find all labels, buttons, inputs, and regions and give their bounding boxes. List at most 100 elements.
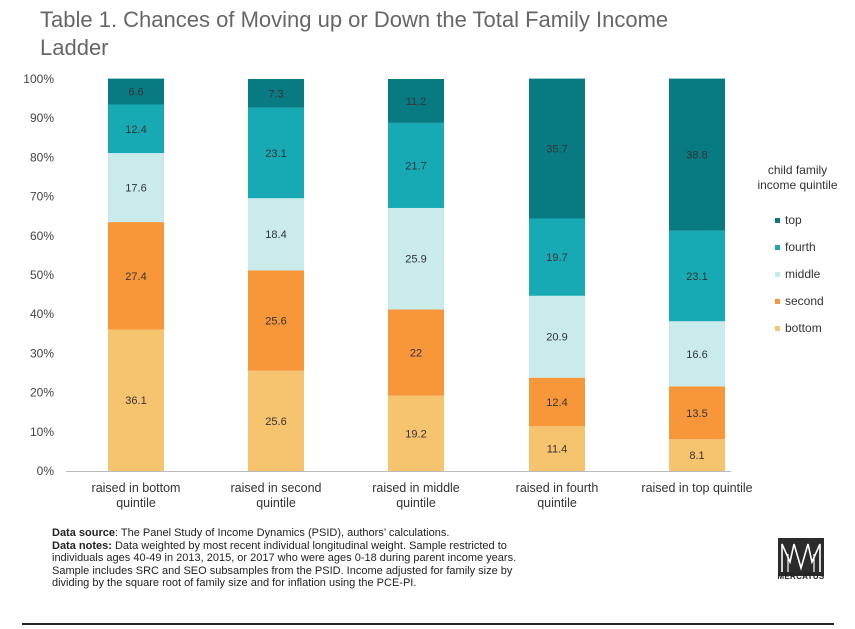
legend-label: bottom: [785, 321, 822, 335]
legend-item-middle: middle: [775, 267, 820, 281]
bar-segment-second: [388, 309, 444, 396]
bar-segment-middle: [108, 153, 164, 223]
data-label: 16.6: [686, 349, 707, 361]
bar-segment-middle: [248, 198, 304, 271]
x-tick-label: quintile: [116, 496, 156, 510]
data-notes-line: Data weighted by most recent individual …: [111, 539, 507, 552]
legend-item-second: second: [775, 294, 824, 308]
data-label: 13.5: [686, 408, 707, 420]
data-label: 18.4: [265, 229, 286, 241]
legend-swatch: [775, 217, 780, 223]
data-label: 25.6: [265, 416, 286, 428]
x-tick-label: raised in top quintile: [641, 481, 752, 495]
bar-segment-second: [248, 270, 304, 371]
data-label: 6.6: [128, 87, 143, 99]
y-tick-label: 70%: [30, 190, 54, 204]
bar-segment-middle: [529, 295, 585, 378]
bar-segment-top: [388, 79, 444, 123]
data-label: 11.2: [406, 96, 427, 108]
data-label: 8.1: [689, 450, 704, 462]
data-source-label: Data source: [52, 527, 115, 539]
bar-segment-bottom: [529, 426, 585, 471]
y-tick-label: 30%: [30, 346, 54, 360]
bars: 36.1 27.4 17.6 12.4 6.6 25.6 25.6 18.4 23.1 7.3 19…: [108, 78, 725, 471]
bar-segment-fourth: [669, 230, 725, 322]
data-source-text: : The Panel Study of Income Dynamics (PS…: [114, 527, 450, 539]
data-notes-line: dividing by the square root of family si…: [52, 577, 417, 589]
legend-item-fourth: fourth: [775, 240, 816, 254]
x-tick-label: quintile: [396, 496, 436, 510]
y-tick-label: 40%: [30, 307, 54, 321]
data-label: 19.7: [546, 252, 567, 264]
bar-segment-fourth: [248, 107, 304, 199]
bar-segment-middle: [388, 207, 444, 310]
mercatus-logo-icon: [778, 538, 824, 576]
legend-swatch: [775, 298, 780, 304]
legend-swatch: [775, 325, 780, 331]
x-tick-label: raised in middle: [372, 481, 460, 495]
bar-segment-bottom: [388, 395, 444, 471]
legend-item-top: top: [775, 213, 802, 227]
y-tick-label: 80%: [30, 150, 54, 164]
legend-swatch: [775, 244, 780, 250]
data-label: 25.6: [265, 315, 286, 327]
legend-title-line: child family: [767, 163, 828, 177]
x-tick-label: raised in second: [230, 481, 321, 495]
legend-label: second: [785, 294, 824, 308]
legend-label: fourth: [785, 240, 816, 254]
bar-segment-fourth: [529, 218, 585, 296]
data-label: 7.3: [268, 88, 283, 100]
bar-segment-second: [529, 377, 585, 427]
legend-title: child family income quintile: [740, 163, 855, 193]
bar-segment-second: [108, 222, 164, 330]
data-label: 12.4: [546, 397, 567, 409]
y-tick-label: 0%: [37, 464, 55, 478]
data-label: 27.4: [125, 271, 146, 283]
data-label: 11.4: [547, 444, 568, 456]
y-axis-ticks: 0% 10% 20% 30% 40% 50% 60% 70% 80% 90% 100%: [23, 72, 731, 478]
bottom-rule: [22, 623, 834, 625]
x-tick-label: raised in fourth: [516, 481, 599, 495]
bar-segment-top: [669, 78, 725, 231]
logo-text: MERCATUS: [777, 572, 825, 581]
data-label: 17.6: [125, 183, 146, 195]
data-label: 23.1: [265, 148, 286, 160]
chart-title: Table 1. Chances of Moving up or Down th…: [40, 7, 669, 60]
y-tick-label: 20%: [30, 386, 54, 400]
data-label: 25.9: [405, 254, 426, 266]
legend-item-bottom: bottom: [775, 321, 822, 335]
data-notes-line: individuals ages 40-49 in 2013, 2015, or…: [52, 552, 517, 564]
y-tick-label: 60%: [30, 229, 54, 243]
data-notes: Data notes: Data weighted by most recent…: [52, 540, 612, 553]
bar-segment-bottom: [248, 370, 304, 471]
legend-title-line: income quintile: [757, 178, 838, 192]
bar-segment-top: [248, 79, 304, 108]
bar-segment-top: [529, 78, 585, 219]
bar-segment-middle: [669, 321, 725, 387]
data-label: 19.2: [405, 428, 426, 440]
y-tick-label: 100%: [23, 72, 54, 86]
data-notes-line: Sample includes SRC and SEO subsamples f…: [52, 564, 513, 577]
legend-label: middle: [785, 267, 821, 281]
legend-label: top: [785, 213, 802, 227]
data-label: 12.4: [125, 124, 146, 136]
bar-segment-bottom: [669, 439, 725, 471]
bar-segment-fourth: [388, 122, 444, 208]
data-label: 22: [410, 348, 422, 360]
bar-segment-fourth: [108, 104, 164, 154]
data-label: 38.8: [686, 150, 707, 162]
stacked-bar-chart: 0% 10% 20% 30% 40% 50% 60% 70% 80% 90% 100% 36.1 27…: [23, 72, 753, 510]
x-tick-label: quintile: [256, 496, 296, 510]
bar-segment-bottom: [108, 329, 164, 471]
data-source-note: Data source: The Panel Study of Income D…: [52, 527, 612, 540]
bar-segment-second: [669, 386, 725, 440]
x-tick-label: raised in bottom: [92, 481, 181, 495]
data-label: 23.1: [686, 271, 707, 283]
legend-swatch: [775, 271, 780, 277]
data-notes-label: Data notes:: [52, 539, 112, 552]
data-label: 36.1: [125, 395, 146, 407]
y-tick-label: 90%: [30, 111, 54, 125]
data-label: 21.7: [405, 160, 426, 172]
y-tick-label: 10%: [30, 425, 54, 439]
